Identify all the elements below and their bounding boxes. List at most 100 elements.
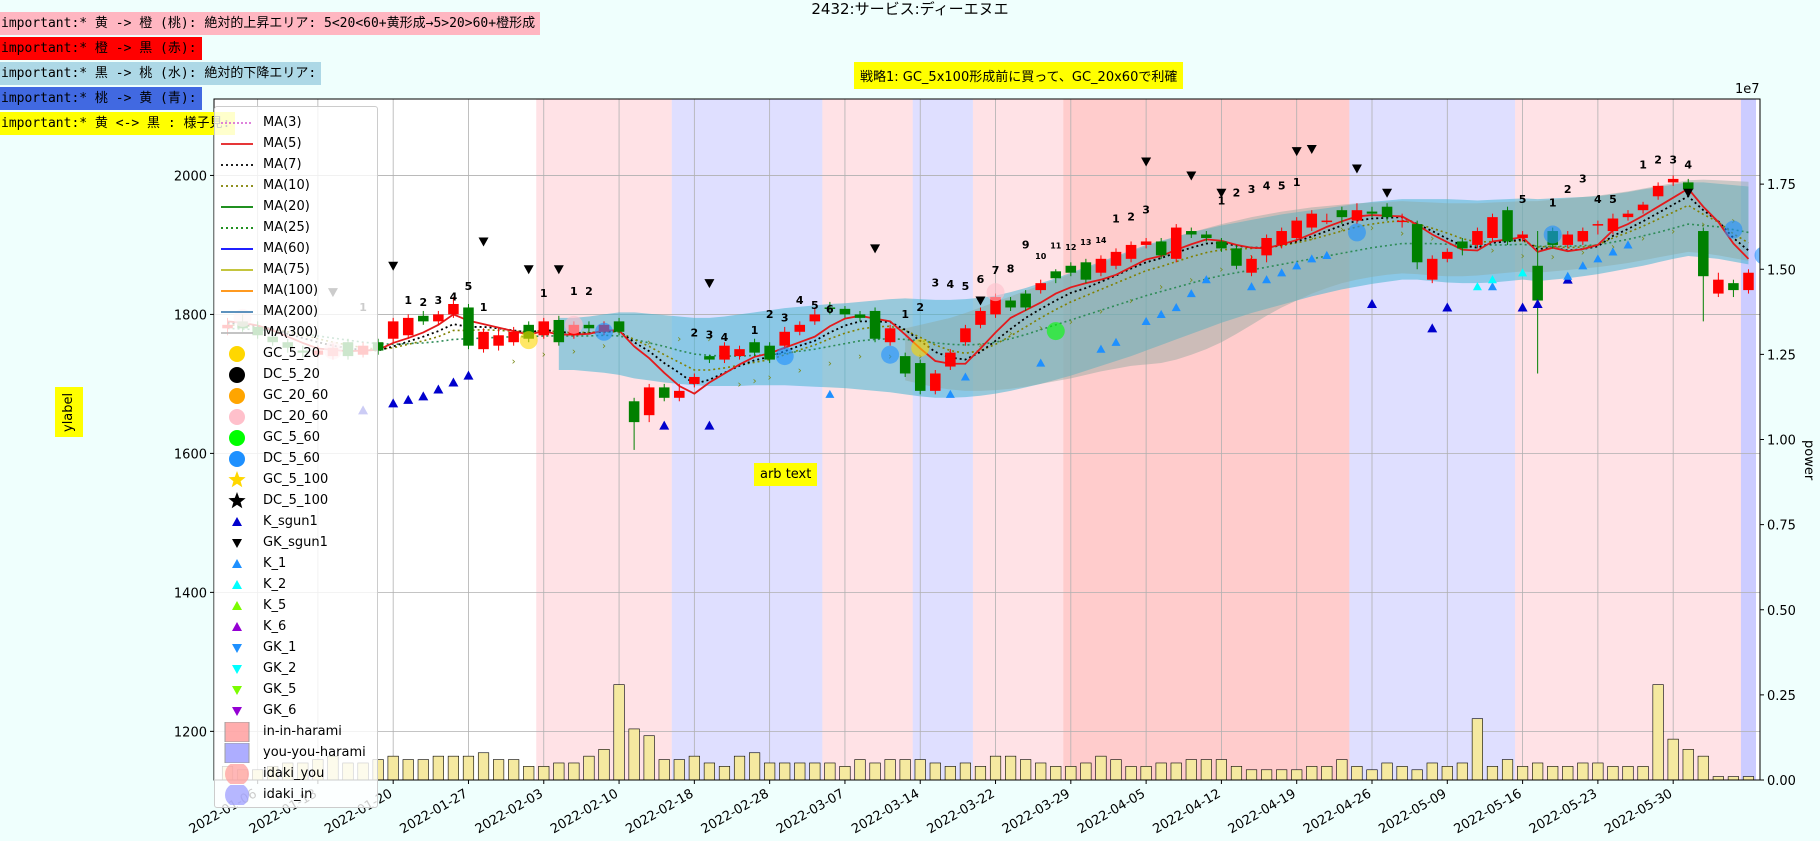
candle-up: [1095, 258, 1107, 273]
legend-item: MA(7): [215, 155, 375, 175]
gk-sgun1-marker: [1683, 188, 1694, 198]
volume-bar: [703, 762, 715, 780]
volume-bar: [809, 762, 821, 780]
volume-bar: [462, 755, 475, 780]
trend-mark: ›: [1490, 245, 1494, 256]
y2-tick-label: 0.25: [1767, 689, 1796, 704]
legend-triangle: [232, 686, 242, 695]
x-tick-label: 2022-02-10: [548, 786, 621, 837]
volume-bar: [508, 759, 520, 780]
legend-label: K_1: [263, 556, 287, 571]
candle-down: [1728, 283, 1739, 291]
x-tick-label: 2022-02-03: [473, 786, 546, 837]
gk-sgun1-marker: [1351, 164, 1362, 174]
legend-label: MA(3): [263, 115, 302, 130]
y2-tick-label: 0.00: [1767, 774, 1796, 789]
volume-bar: [1336, 759, 1348, 780]
legend-symbol: [224, 722, 250, 742]
volume-bar: [1035, 762, 1047, 780]
candle-up: [779, 331, 790, 346]
candle-up: [1396, 220, 1408, 223]
candle-down: [839, 308, 851, 315]
candle-up: [945, 352, 956, 367]
candle-up: [1321, 220, 1333, 223]
legend-item: GK_6: [215, 701, 375, 721]
volume-bar: [553, 762, 565, 780]
legend-symbol: [224, 743, 250, 763]
shade-region-1: [671, 99, 823, 780]
legend-circle: [229, 367, 245, 383]
volume-bar: [1547, 766, 1559, 780]
legend-label: MA(200): [263, 304, 319, 319]
k-sgun1-marker: [418, 391, 429, 401]
trend-mark: ›: [768, 372, 772, 383]
count-label: 3: [1579, 172, 1587, 185]
volume-bar: [1306, 766, 1318, 780]
candle-up: [1261, 237, 1272, 256]
trend-mark: ›: [1551, 252, 1555, 263]
k2-marker: [1518, 268, 1528, 277]
k1-marker: [1262, 275, 1272, 284]
y2-axis-label: power: [1801, 440, 1816, 481]
count-label: 1: [480, 301, 488, 314]
count-label: 2: [766, 308, 774, 321]
legend-item: MA(60): [215, 239, 375, 259]
legend-item: you-you-harami: [215, 743, 375, 763]
volume-bar: [658, 759, 670, 780]
trend-mark: ›: [512, 356, 516, 367]
candle-down: [1186, 231, 1197, 235]
legend-label: idaki_in: [263, 787, 313, 802]
legend-symbol: [229, 409, 245, 425]
volume-bar: [1562, 766, 1574, 780]
candle-down: [1216, 241, 1227, 249]
candle-up: [1577, 231, 1589, 242]
trend-mark: ›: [1581, 247, 1585, 258]
shade-region-3: [912, 99, 973, 780]
candle-up: [734, 349, 745, 357]
volume-bar: [899, 759, 911, 780]
legend-symbol: [232, 686, 242, 695]
x-tick-label: 2022-05-30: [1602, 786, 1675, 837]
count-label: 13: [1080, 238, 1091, 247]
count-label: 4: [450, 291, 458, 304]
count-label: 1: [1293, 176, 1301, 189]
legend-item: MA(300): [215, 323, 375, 343]
legend-symbol: [228, 471, 246, 488]
legend-item: DC_5_20: [215, 365, 375, 385]
volume-bar: [598, 749, 610, 780]
shade-region-8: [1740, 99, 1756, 780]
count-label: 1: [1218, 195, 1226, 208]
x-tick-label: 2022-05-16: [1452, 786, 1525, 837]
candle-up: [1637, 204, 1649, 211]
candle-up: [809, 314, 821, 322]
legend-label: GK_6: [263, 703, 297, 718]
candle-down: [764, 345, 775, 360]
volume-bar: [1727, 776, 1739, 780]
k-sgun1-marker: [1367, 298, 1377, 308]
x-tick-label: 2022-03-14: [849, 786, 922, 837]
legend-symbol: [229, 367, 245, 383]
count-label: 5: [1609, 193, 1617, 206]
volume-bar: [718, 766, 731, 780]
legend-circle: [225, 764, 249, 784]
legend-item: MA(25): [215, 218, 375, 238]
legend-item: DC_5_60: [215, 449, 375, 469]
k1-marker: [1578, 261, 1588, 270]
legend-item: idaki_in: [215, 785, 375, 805]
count-label: 14: [1095, 236, 1107, 245]
legend-symbol: [221, 206, 253, 208]
x-tick-label: 2022-03-07: [774, 786, 847, 837]
candle-up: [1306, 213, 1318, 228]
cross-point: [1347, 223, 1366, 242]
legend-item: GC_5_20: [215, 344, 375, 364]
count-label: 4: [1594, 193, 1602, 206]
k1-marker: [1277, 268, 1287, 277]
gk-sgun1-marker: [1291, 147, 1302, 157]
volume-bar: [1652, 684, 1664, 780]
legend-symbol: [228, 492, 246, 509]
legend-item: idaki_you: [215, 764, 375, 784]
k1-marker: [1292, 261, 1302, 270]
candle-up: [508, 331, 519, 343]
gk-sgun1-marker: [975, 296, 986, 306]
legend-label: MA(60): [263, 241, 310, 256]
